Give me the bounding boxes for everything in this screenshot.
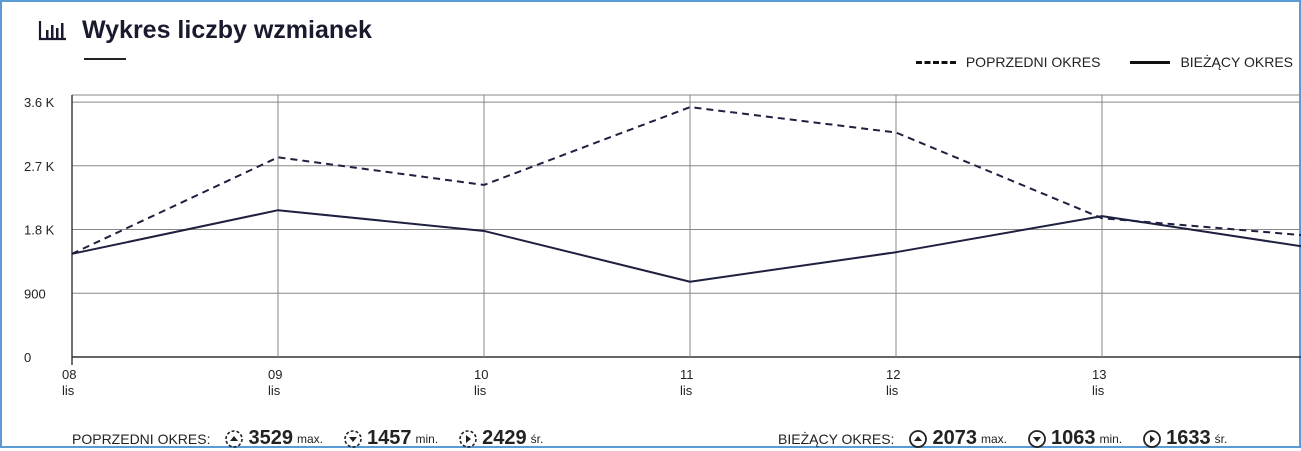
stat-current-max-unit: max. (980, 431, 1007, 446)
circle-right-icon (459, 429, 477, 448)
stats-previous-label: POPRZEDNI OKRES: (72, 430, 211, 447)
x-tick-label-month: lis (886, 383, 899, 398)
title-underline (84, 58, 126, 60)
stats-current: BIEŻĄCY OKRES: 2073 max. 1063 min. 1633 … (778, 427, 1247, 450)
y-tick-label: 0 (24, 350, 31, 365)
y-tick-label: 1.8 K (24, 223, 55, 238)
x-tick-label-month: lis (474, 383, 487, 398)
circle-right-icon (1143, 429, 1162, 448)
stat-current-avg-value: 1633 (1166, 427, 1211, 449)
legend-label-previous: POPRZEDNI OKRES (965, 54, 1101, 70)
stat-current-max-value: 2073 (932, 427, 977, 449)
stat-previous-avg-value: 2429 (482, 427, 527, 449)
x-tick-label-month: lis (1092, 383, 1105, 398)
stat-current-avg-unit: śr. (1214, 431, 1228, 446)
x-tick-label-day: 11 (680, 367, 694, 382)
x-tick-label-day: 08 (62, 367, 76, 382)
chart-legend: POPRZEDNI OKRES BIEŻĄCY OKRES (886, 54, 1293, 70)
circle-down-icon (344, 429, 362, 448)
stat-previous-max-unit: max. (296, 431, 323, 446)
stat-previous-avg-unit: śr. (530, 431, 544, 446)
y-tick-label: 900 (24, 286, 46, 301)
stat-previous-max-value: 3529 (248, 427, 293, 449)
legend-item-current[interactable]: BIEŻĄCY OKRES (1130, 54, 1293, 70)
chart-header: Wykres liczby wzmianek (38, 16, 372, 45)
x-tick-label-day: 10 (474, 367, 488, 382)
stats-current-label: BIEŻĄCY OKRES: (778, 430, 895, 447)
stats-previous: POPRZEDNI OKRES: 3529 max. 1457 min. 242… (72, 427, 563, 450)
stat-previous-min-value: 1457 (366, 427, 412, 449)
y-tick-label: 2.7 K (24, 159, 55, 174)
bar-chart-icon (38, 20, 66, 40)
series-line-previous (71, 106, 1301, 255)
stat-previous-max: 3529 max. (224, 427, 323, 450)
stat-current-min: 1063 min. (1027, 427, 1122, 450)
legend-item-previous[interactable]: POPRZEDNI OKRES (915, 54, 1101, 70)
stat-previous-avg: 2429 śr. (458, 427, 543, 450)
legend-label-current: BIEŻĄCY OKRES (1180, 54, 1293, 70)
stat-current-min-value: 1063 (1050, 427, 1096, 449)
x-tick-label-day: 09 (268, 367, 282, 382)
stat-current-avg: 1633 śr. (1142, 427, 1227, 450)
x-tick-label-day: 13 (1092, 367, 1106, 382)
legend-solid-line-icon (1130, 60, 1171, 64)
x-tick-label-month: lis (680, 383, 693, 398)
series-line-current (71, 209, 1301, 283)
legend-dashed-line-icon (915, 60, 956, 64)
stat-previous-min-unit: min. (415, 431, 439, 446)
stat-current-max: 2073 max. (908, 427, 1007, 450)
stat-previous-min: 1457 min. (343, 427, 438, 450)
page-title: Wykres liczby wzmianek (82, 16, 372, 44)
stats-footer: POPRZEDNI OKRES: 3529 max. 1457 min. 242… (2, 427, 1301, 451)
circle-up-icon (225, 429, 244, 448)
stat-current-min-unit: min. (1099, 431, 1123, 446)
circle-down-icon (1028, 429, 1046, 448)
y-tick-label: 3.6 K (24, 95, 55, 110)
x-tick-label-day: 12 (886, 367, 900, 382)
circle-up-icon (909, 429, 928, 448)
x-tick-label-month: lis (62, 383, 75, 398)
x-tick-label-month: lis (268, 383, 281, 398)
